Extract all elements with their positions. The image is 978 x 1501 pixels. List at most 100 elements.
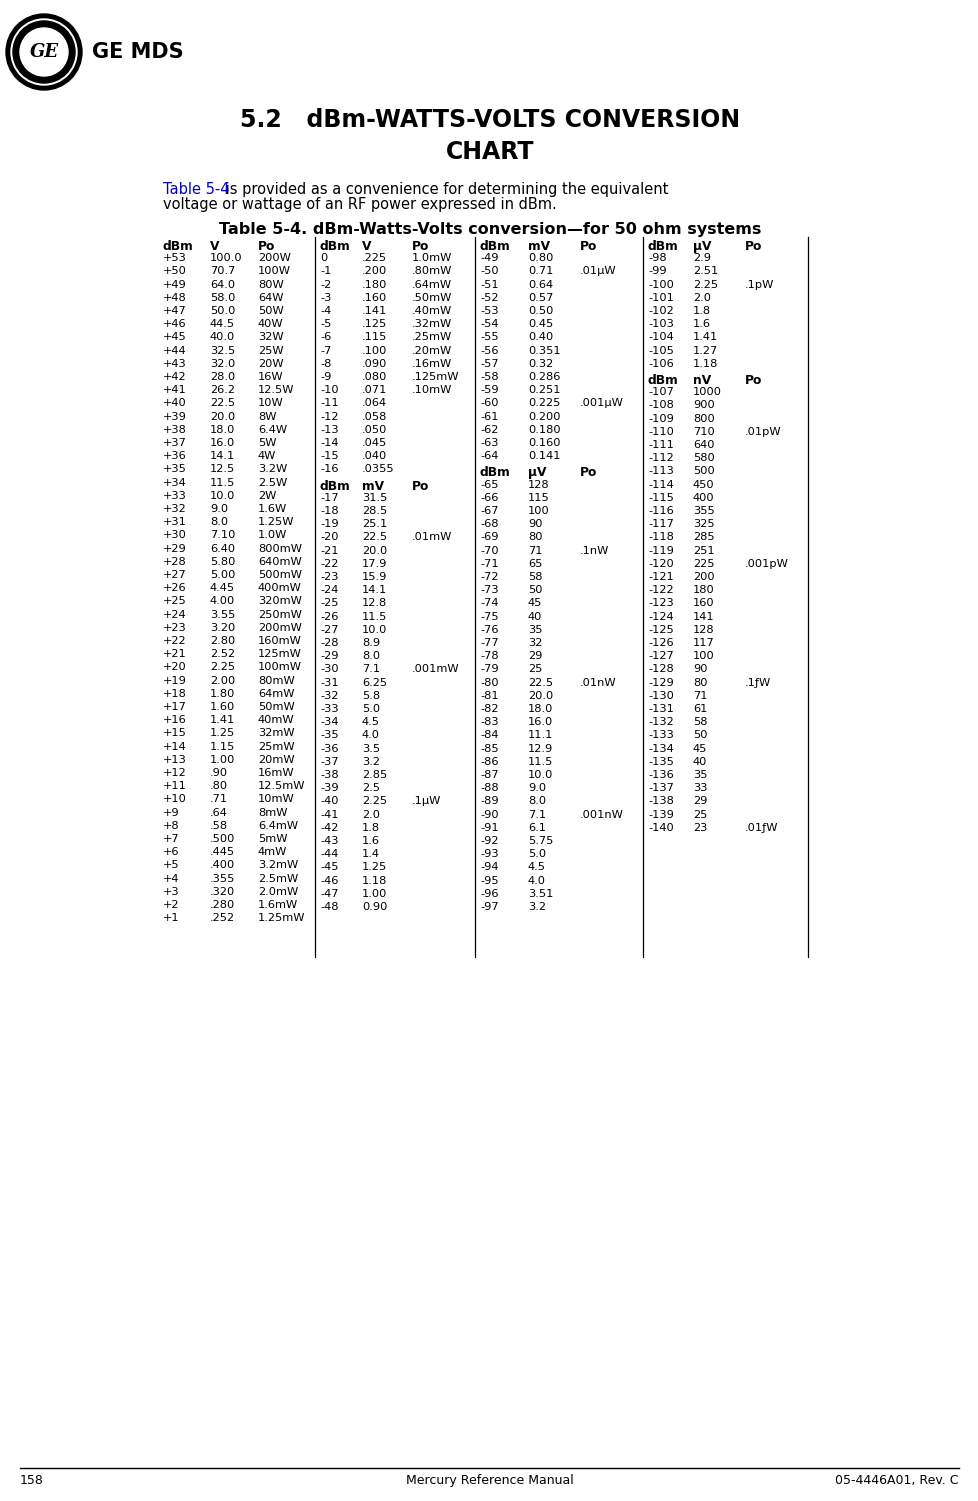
Text: .25mW: .25mW (412, 332, 452, 342)
Text: 14.1: 14.1 (362, 585, 387, 596)
Text: -15: -15 (320, 452, 338, 461)
Text: 2.85: 2.85 (362, 770, 387, 781)
Text: 117: 117 (692, 638, 714, 648)
Text: 50.0: 50.0 (210, 306, 235, 317)
Text: .20mW: .20mW (412, 345, 452, 356)
Text: 6.40: 6.40 (210, 543, 235, 554)
Text: Table 5-4. dBm-Watts-Volts conversion—for 50 ohm systems: Table 5-4. dBm-Watts-Volts conversion—fo… (219, 222, 761, 237)
Text: -18: -18 (320, 506, 338, 516)
Text: CHART: CHART (445, 140, 534, 164)
Text: 20W: 20W (258, 359, 284, 369)
Text: 64mW: 64mW (258, 689, 294, 699)
Text: -109: -109 (647, 414, 673, 423)
Text: -56: -56 (479, 345, 498, 356)
Text: Po: Po (744, 374, 762, 387)
Text: 7.1: 7.1 (527, 809, 546, 820)
Text: -25: -25 (320, 599, 338, 608)
Text: 10.0: 10.0 (210, 491, 235, 501)
Circle shape (13, 21, 75, 83)
Text: .10mW: .10mW (412, 386, 452, 395)
Text: 3.5: 3.5 (362, 743, 379, 754)
Text: 32: 32 (527, 638, 542, 648)
Text: 29: 29 (527, 651, 542, 660)
Text: .320: .320 (210, 887, 235, 896)
Text: .058: .058 (362, 411, 387, 422)
Text: -71: -71 (479, 558, 498, 569)
Text: .71: .71 (210, 794, 228, 805)
Text: dBm: dBm (479, 467, 511, 479)
Text: +11: +11 (162, 781, 187, 791)
Text: 5.2   dBm-WATTS-VOLTS CONVERSION: 5.2 dBm-WATTS-VOLTS CONVERSION (240, 108, 739, 132)
Text: +3: +3 (162, 887, 179, 896)
Text: 11.1: 11.1 (527, 731, 553, 740)
Text: 3.20: 3.20 (210, 623, 235, 633)
Text: 4mW: 4mW (258, 847, 288, 857)
Text: 1.8: 1.8 (692, 306, 710, 317)
Text: 20mW: 20mW (258, 755, 294, 766)
Text: +2: +2 (162, 901, 179, 910)
Text: 200: 200 (692, 572, 714, 582)
Text: -114: -114 (647, 480, 673, 489)
Text: -38: -38 (320, 770, 338, 781)
Text: GE: GE (29, 44, 59, 62)
Text: +49: +49 (162, 279, 187, 290)
Text: 23: 23 (692, 823, 707, 833)
Text: .001µW: .001µW (579, 398, 623, 408)
Text: 250mW: 250mW (258, 609, 301, 620)
Text: 2.25: 2.25 (692, 279, 718, 290)
Text: 1.0W: 1.0W (258, 530, 288, 540)
Text: -119: -119 (647, 545, 673, 555)
Text: 0.90: 0.90 (362, 902, 387, 913)
Text: +35: +35 (162, 464, 187, 474)
Text: -139: -139 (647, 809, 673, 820)
Text: 14.1: 14.1 (210, 452, 235, 461)
Text: 4W: 4W (258, 452, 276, 461)
Text: .1µW: .1µW (412, 797, 441, 806)
Text: -26: -26 (320, 611, 338, 621)
Text: +23: +23 (162, 623, 187, 633)
Text: -61: -61 (479, 411, 498, 422)
Text: 4.5: 4.5 (527, 863, 546, 872)
Text: +31: +31 (162, 518, 187, 527)
Text: -22: -22 (320, 558, 338, 569)
Text: 16.0: 16.0 (210, 438, 235, 447)
Text: µV: µV (692, 240, 711, 254)
Text: -47: -47 (320, 889, 338, 899)
Text: .040: .040 (362, 452, 387, 461)
Text: +30: +30 (162, 530, 187, 540)
Text: 2.5: 2.5 (362, 784, 379, 793)
Text: -54: -54 (479, 320, 498, 329)
Text: +43: +43 (162, 359, 187, 369)
Text: 1.6: 1.6 (692, 320, 710, 329)
Text: .115: .115 (362, 332, 387, 342)
Text: -31: -31 (320, 677, 338, 687)
Text: 6.4mW: 6.4mW (258, 821, 298, 830)
Text: -14: -14 (320, 438, 338, 447)
Text: -78: -78 (479, 651, 498, 660)
Text: GE MDS: GE MDS (92, 42, 184, 62)
Text: 200W: 200W (258, 254, 290, 263)
Text: 17.9: 17.9 (362, 558, 387, 569)
Text: 2.51: 2.51 (692, 266, 718, 276)
Text: 8.0: 8.0 (210, 518, 228, 527)
Text: -13: -13 (320, 425, 338, 435)
Text: 40W: 40W (258, 320, 284, 329)
Text: +40: +40 (162, 398, 187, 408)
Text: .225: .225 (362, 254, 386, 263)
Text: 11.5: 11.5 (527, 757, 553, 767)
Text: .001mW: .001mW (412, 665, 459, 674)
Text: 65: 65 (527, 558, 542, 569)
Circle shape (20, 29, 67, 77)
Text: .180: .180 (362, 279, 387, 290)
Text: 640mW: 640mW (258, 557, 301, 567)
Text: -107: -107 (647, 387, 673, 398)
Text: 12.9: 12.9 (527, 743, 553, 754)
Text: -10: -10 (320, 386, 338, 395)
Text: -69: -69 (479, 533, 498, 542)
Text: 640: 640 (692, 440, 714, 450)
Text: -9: -9 (320, 372, 331, 381)
Text: -30: -30 (320, 665, 338, 674)
Text: -103: -103 (647, 320, 673, 329)
Text: 3.2mW: 3.2mW (258, 860, 298, 871)
Text: 1.18: 1.18 (692, 359, 718, 369)
